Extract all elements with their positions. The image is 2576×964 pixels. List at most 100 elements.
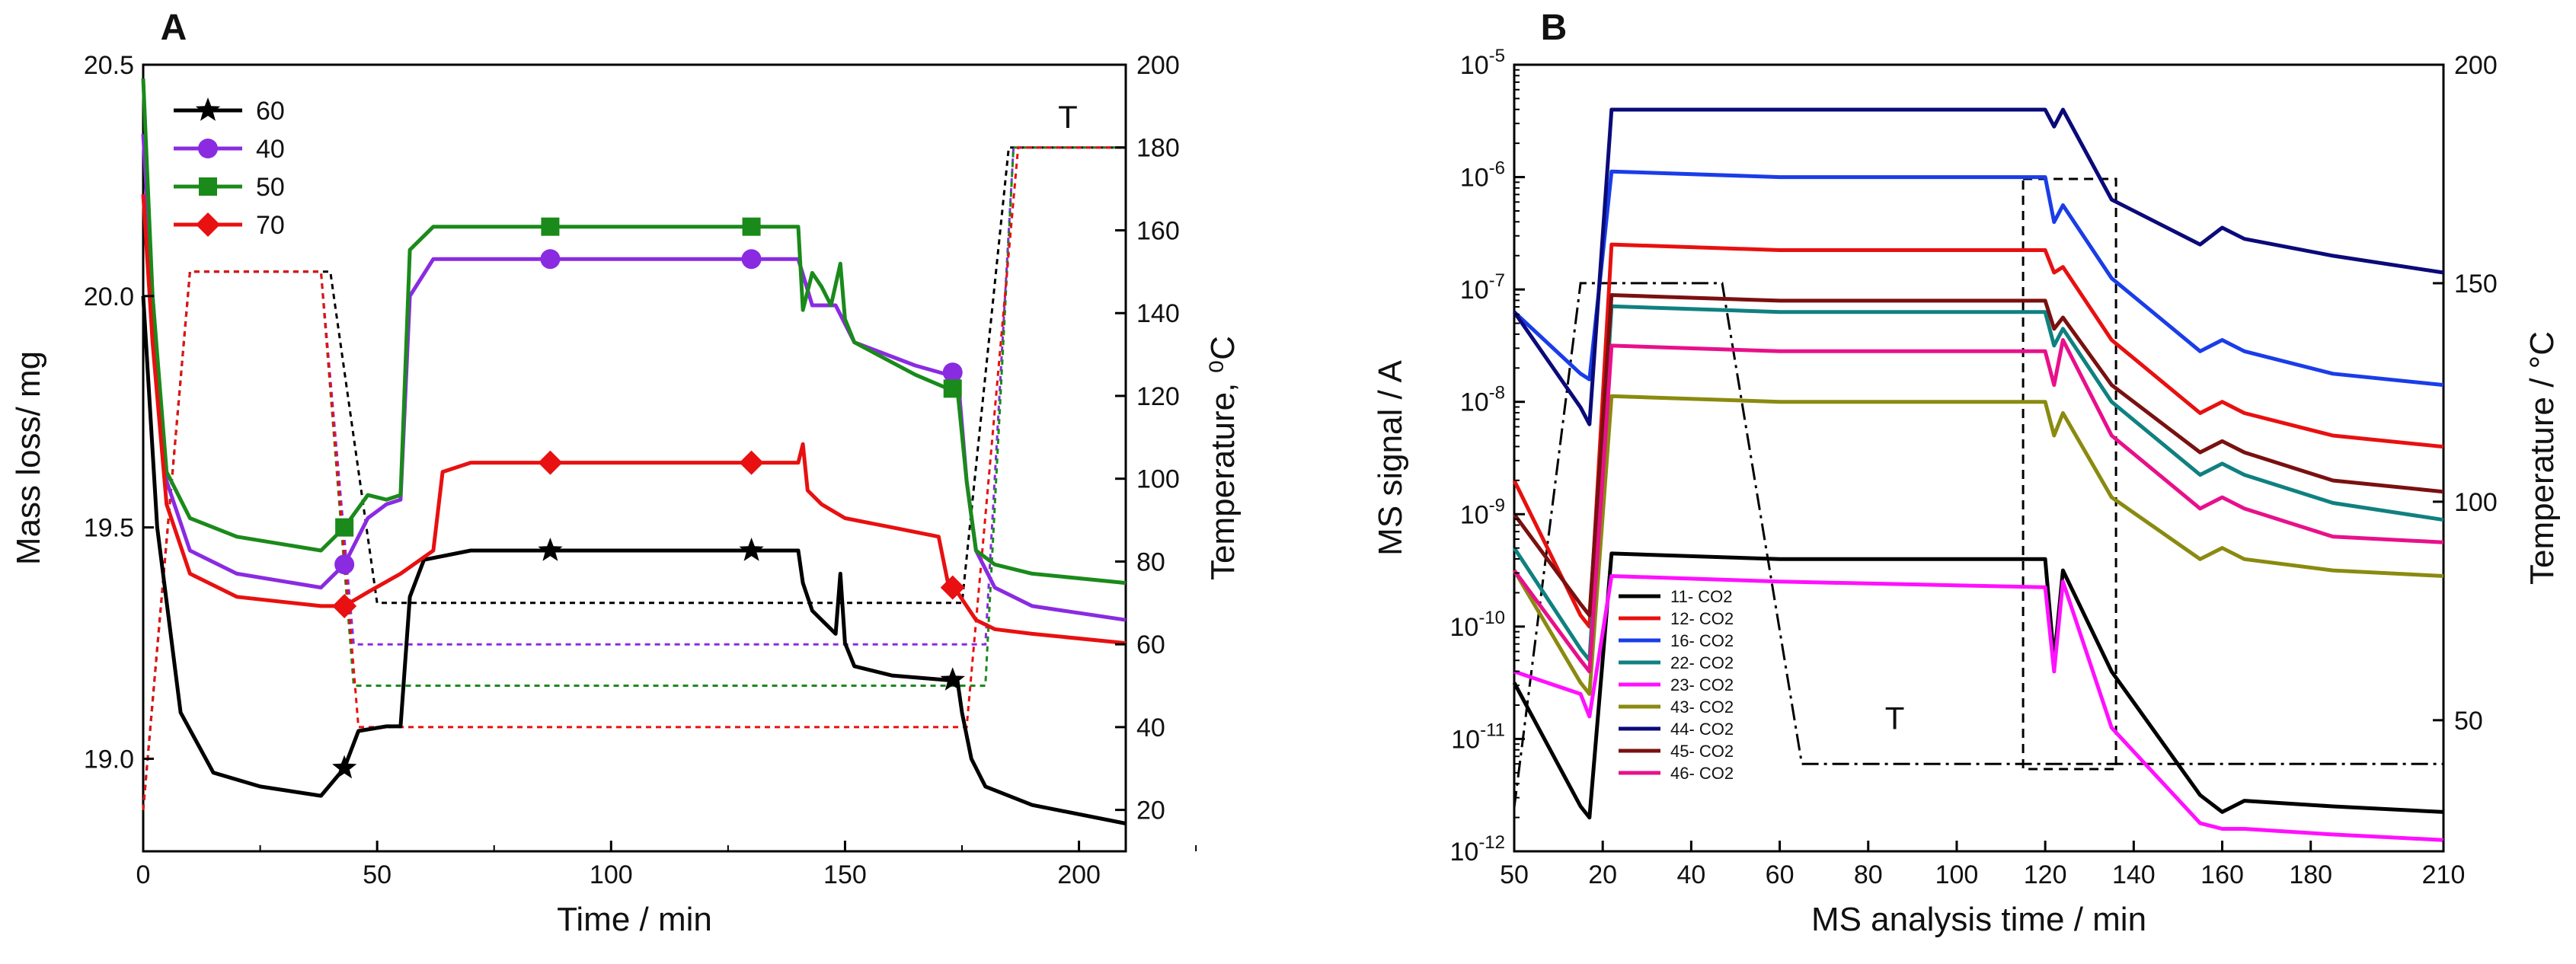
y-tick-base-b: 10 — [1451, 725, 1480, 754]
temperature-annotation-b: T — [1885, 700, 1905, 736]
series-marker-a-1-2 — [741, 249, 762, 270]
series-marker-a-2-3 — [943, 379, 962, 398]
chart-b: T50 20 40 60 80 100 120 140 160 180 21010-1210-111… — [1372, 8, 2561, 938]
legend-label-b-8: 46- CO2 — [1670, 764, 1734, 783]
x-tick-label-b: 40 — [1676, 860, 1705, 889]
y-tick-exponent-b: -9 — [1489, 495, 1505, 516]
series-marker-a-3-3 — [940, 575, 965, 600]
legend-label-b-3: 22- CO2 — [1670, 653, 1734, 672]
temperature-line-a-1 — [142, 146, 1126, 810]
y2-tick-label-a: 200 — [1136, 51, 1180, 80]
panel-label-b: B — [1541, 8, 1568, 48]
temperature-line-a-0 — [142, 146, 1126, 810]
series-marker-a-0-2 — [739, 538, 764, 561]
x-tick-label-b: 160 — [2200, 860, 2244, 889]
y-tick-base-b: 10 — [1449, 613, 1478, 642]
y-tick-label-b: 10-5 — [1460, 46, 1505, 80]
series-marker-a-0-0 — [332, 755, 357, 779]
legend-marker-a-2 — [199, 177, 217, 196]
series-line-b-3 — [1512, 304, 2444, 662]
x-tick-label-b: 120 — [2024, 860, 2067, 889]
legend-label-b-4: 23- CO2 — [1670, 675, 1734, 694]
y-tick-exponent-b: -6 — [1489, 158, 1505, 179]
y-tick-label-b: 10-8 — [1460, 383, 1505, 417]
y-tick-exponent-b: -5 — [1489, 46, 1505, 66]
series-marker-a-3-0 — [332, 593, 357, 618]
x-tick-label-a: 50 — [363, 860, 392, 889]
y-tick-exponent-b: -8 — [1489, 383, 1505, 404]
chart-a: 0 50 100 150 200 19.0 19.5 20.0 20.5 20 40 60 80 100 1… — [10, 8, 1242, 938]
series-line-b-4 — [1513, 574, 2444, 842]
series-marker-a-0-1 — [538, 538, 563, 561]
x-tick-label-b: 140 — [2112, 860, 2156, 889]
y-tick-label-a: 19.0 — [84, 745, 134, 774]
y2-tick-label-a: 60 — [1136, 630, 1165, 659]
series-marker-a-2-2 — [742, 217, 761, 236]
y-axis-label-a: Mass loss/ mg — [10, 351, 47, 565]
legend-label-b-0: 11- CO2 — [1670, 587, 1733, 606]
legend-label-a-0: 60 — [256, 97, 285, 126]
y2-tick-label-a: 20 — [1136, 796, 1165, 825]
legend-marker-a-3 — [196, 212, 220, 237]
temperature-line-a-2 — [142, 146, 1126, 810]
y-axis-label-b: MS signal / A — [1372, 359, 1409, 555]
highlight-box-b — [2021, 177, 2117, 771]
y-tick-label-b: 10-7 — [1460, 270, 1505, 305]
y2-tick-label-a: 120 — [1136, 382, 1180, 411]
x-tick-label-b: 20 — [1588, 860, 1617, 889]
legend-marker-a-1 — [198, 139, 218, 158]
y2-tick-label-a: 100 — [1136, 465, 1180, 494]
y2-tick-label-b: 200 — [2454, 51, 2498, 80]
x-tick-label-b: 210 — [2422, 860, 2466, 889]
y-tick-base-b: 10 — [1460, 51, 1489, 80]
y-tick-base-b: 10 — [1460, 164, 1489, 193]
legend-label-b-6: 44- CO2 — [1670, 720, 1734, 739]
y2-axis-label-a: Temperature, ⁰C — [1204, 336, 1242, 580]
legend-marker-a-0 — [195, 97, 221, 121]
y-tick-base-b: 10 — [1460, 388, 1489, 417]
legend-label-a-3: 70 — [256, 211, 285, 240]
x-axis-label-b: MS analysis time / min — [1811, 901, 2146, 938]
series-marker-a-2-1 — [541, 217, 560, 236]
y-tick-label-b: 10-10 — [1449, 608, 1505, 642]
panel-label-a: A — [161, 8, 187, 48]
legend-label-b-1: 12- CO2 — [1670, 609, 1734, 628]
y2-tick-label-a: 40 — [1136, 713, 1165, 742]
legend-label-b-7: 45- CO2 — [1670, 742, 1734, 761]
x-tick-label-b: 80 — [1854, 860, 1883, 889]
temperature-line-b — [1513, 282, 2443, 808]
y-tick-label-a: 20.0 — [84, 282, 134, 311]
y-tick-label-b: 10-9 — [1460, 495, 1505, 529]
x-tick-label-b: 180 — [2289, 860, 2332, 889]
legend-label-a-1: 40 — [256, 135, 285, 164]
plot-frame-b — [1513, 63, 2445, 853]
series-line-b-6 — [1512, 107, 2444, 426]
legend-label-b-5: 43- CO2 — [1670, 697, 1734, 717]
y-tick-label-a: 19.5 — [84, 514, 134, 543]
x-axis-label-a: Time / min — [557, 901, 712, 938]
series-marker-a-1-3 — [942, 362, 963, 383]
series-marker-a-3-2 — [739, 450, 764, 475]
series-line-b-8 — [1512, 338, 2444, 674]
y-tick-exponent-b: -7 — [1489, 270, 1505, 291]
y-tick-base-b: 10 — [1460, 276, 1489, 305]
series-line-a-2 — [141, 78, 1127, 586]
y-tick-exponent-b: -11 — [1480, 720, 1505, 740]
x-tick-label-b: 60 — [1766, 860, 1795, 889]
legend-label-b-2: 16- CO2 — [1670, 631, 1734, 650]
y2-tick-label-b: 100 — [2454, 488, 2498, 517]
temperature-annotation-a: T — [1058, 99, 1078, 135]
temperature-line-a-3 — [142, 146, 1126, 810]
series-line-a-0 — [141, 295, 1127, 825]
series-line-b-7 — [1512, 293, 2444, 618]
y2-tick-label-a: 180 — [1136, 134, 1180, 163]
y2-axis-label-b: Temperature / °C — [2523, 331, 2561, 585]
y-tick-exponent-b: -12 — [1478, 832, 1505, 853]
y-tick-label-b: 10-6 — [1460, 158, 1505, 193]
y2-tick-label-b: 150 — [2454, 270, 2498, 298]
y-tick-exponent-b: -10 — [1478, 608, 1505, 628]
x-tick-label-a: 150 — [823, 860, 867, 889]
x-tick-label-a: 200 — [1057, 860, 1101, 889]
x-tick-label-a: 100 — [590, 860, 633, 889]
